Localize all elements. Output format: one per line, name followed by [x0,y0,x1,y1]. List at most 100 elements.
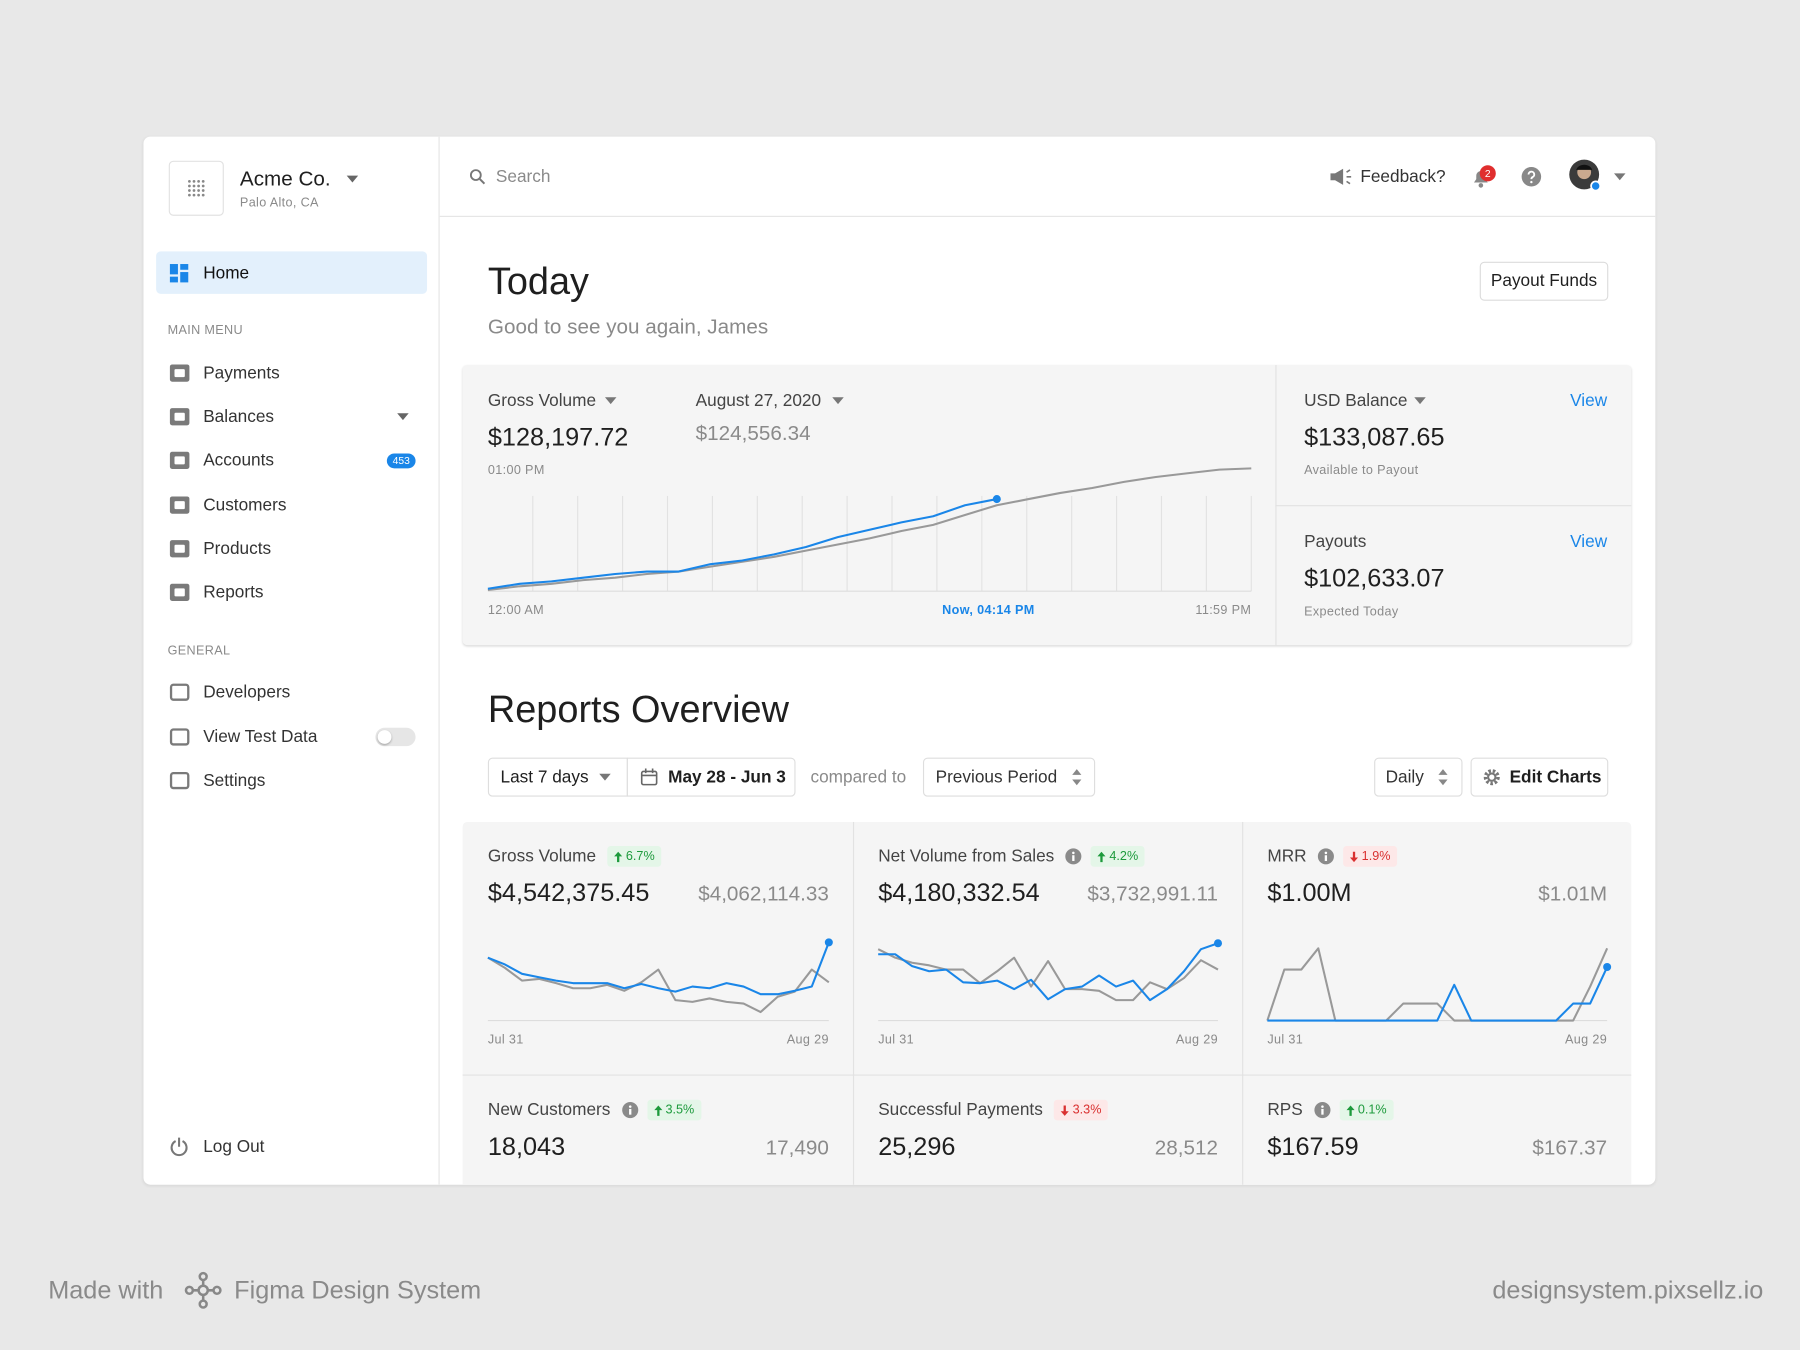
metric-value: 18,043 [487,1131,566,1161]
x-tick-label: Aug 29 [786,1033,829,1047]
menu-icon [169,540,190,558]
end-dot [1603,962,1612,972]
caret[interactable] [1414,397,1426,405]
footer-brand: Figma Design System [234,1275,482,1305]
arrow-icon [1061,1104,1070,1116]
home-icon [169,264,189,283]
change-value: 1.9% [1361,849,1391,864]
menu-item[interactable]: Products [203,538,272,559]
x-tick-label: 12:00 AM [487,603,545,618]
help-icon[interactable] [1521,166,1542,187]
x-tick-label: Jul 31 [487,1033,524,1047]
menu-item[interactable]: Accounts [203,450,275,471]
logout-icon [170,1137,188,1157]
end-dot [992,495,1001,504]
info-icon[interactable] [1065,848,1082,865]
menu-item[interactable]: Balances [203,406,275,427]
menu-item[interactable]: Developers [203,682,291,702]
payouts-note: Expected Today [1304,604,1399,619]
metric-label: MRR [1267,846,1307,867]
metric-value: $1.00M [1267,878,1352,907]
info-icon[interactable] [1318,848,1335,865]
icon-shape [174,369,185,378]
calendar-icon [640,768,658,786]
x-tick-label: Jul 31 [878,1033,914,1047]
icon-shape [169,728,190,746]
sparkline [487,938,833,1022]
payout-button[interactable]: Payout Funds [1479,261,1609,301]
menu-item[interactable]: Payments [203,363,280,383]
arrow-icon [1350,851,1359,862]
updown-icon [1438,769,1448,786]
interval: Daily [1385,767,1424,787]
icon-shape [1072,855,1075,861]
balance-label[interactable]: USD Balance [1304,390,1408,411]
company-name[interactable]: Acme Co. [239,167,331,190]
change-badge: 6.7% [607,846,662,867]
date-range: May 28 - Jun 3 [668,767,786,787]
caret[interactable] [832,397,844,405]
interval-select[interactable] [1374,757,1463,797]
menu-item[interactable]: Customers [203,495,287,515]
payouts-label: Payouts [1304,532,1367,552]
icon-shape [1072,851,1076,855]
compare-value: $124,556.34 [695,421,811,445]
icon-shape [169,683,190,701]
caret[interactable] [397,413,409,421]
metric-previous: $3,732,991.11 [1087,882,1218,906]
home-highlight[interactable] [156,251,428,294]
comparison-select[interactable] [922,757,1096,797]
footer-url: designsystem.pixsellz.io [1492,1275,1764,1305]
metric-value: $128,197.72 [487,422,629,452]
metric-label: Net Volume from Sales [878,846,1055,867]
view-link[interactable]: View [1570,390,1608,411]
sparkline [877,939,1223,1022]
balance-note: Available to Payout [1304,463,1419,478]
caret[interactable] [1614,173,1626,181]
metric-previous: $167.37 [1532,1135,1608,1159]
metric-value: $4,180,332.54 [878,878,1040,907]
menu-item[interactable]: View Test Data [203,727,318,747]
menu-heading: GENERAL [167,644,231,658]
data-line [487,498,998,590]
info-icon[interactable] [621,1102,638,1119]
avatar[interactable] [1569,159,1603,194]
change-value: 3.5% [665,1103,695,1117]
arrow-icon [1097,851,1106,862]
metric-value: $167.59 [1267,1131,1359,1161]
page-title: Today [487,259,589,302]
arrow [1097,851,1106,862]
search-input[interactable]: Search [495,167,551,187]
metric-label: Successful Payments [878,1100,1043,1120]
icon-shape [174,588,185,597]
toggle[interactable] [375,727,416,747]
date-range-picker[interactable] [626,757,796,797]
menu-item[interactable]: Settings [203,770,266,791]
footer-text: Made with [48,1275,164,1305]
logout[interactable]: Log Out [203,1137,265,1157]
caret[interactable] [604,397,617,405]
view-link[interactable]: View [1570,532,1608,552]
x-tick-label: Aug 29 [1565,1033,1608,1047]
change-value: 0.1% [1357,1103,1387,1117]
menu-item[interactable]: Home [203,263,250,283]
menu-heading: MAIN MENU [167,323,243,338]
compare-date[interactable]: August 27, 2020 [695,390,822,411]
menu-item[interactable]: Reports [203,582,264,603]
edit-charts-button[interactable] [1470,757,1609,797]
menu-icon [169,496,190,514]
menu-icon [169,583,190,601]
icon-shape [1321,1108,1324,1115]
metric-label[interactable]: Gross Volume [487,390,597,411]
info-icon[interactable] [1314,1102,1331,1119]
search-icon [469,169,486,185]
arrow [614,851,623,862]
caret[interactable] [346,175,359,183]
change-badge: 0.1% [1339,1099,1394,1121]
arrow-icon [653,1104,663,1116]
logo[interactable] [168,160,224,216]
sparkline [1266,947,1612,1022]
feedback-link[interactable]: Feedback? [1360,167,1446,187]
icon-shape [1321,1105,1324,1108]
